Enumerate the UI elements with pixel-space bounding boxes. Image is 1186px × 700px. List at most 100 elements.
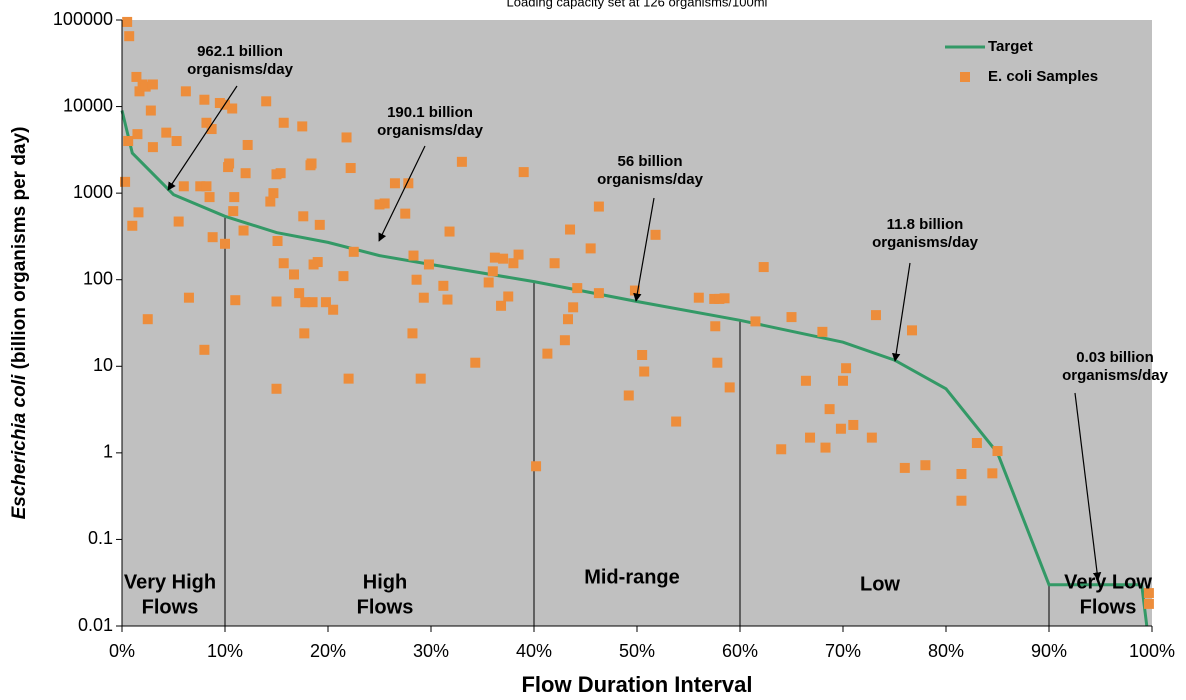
sample-point bbox=[338, 271, 349, 282]
y-axis-title-italic: Escherichia coli bbox=[9, 374, 30, 519]
sample-point bbox=[758, 262, 769, 273]
sample-point bbox=[565, 224, 576, 235]
zone-label: Mid-range bbox=[584, 566, 680, 588]
sample-point bbox=[719, 293, 730, 304]
y-tick-label: 0.1 bbox=[88, 528, 113, 548]
sample-point bbox=[423, 259, 434, 270]
sample-point bbox=[201, 117, 212, 128]
sample-point bbox=[400, 208, 411, 219]
sample-point bbox=[131, 71, 142, 82]
sample-point bbox=[408, 250, 419, 261]
sample-point bbox=[712, 357, 723, 368]
x-tick-label: 80% bbox=[928, 641, 964, 661]
sample-point bbox=[498, 253, 509, 264]
sample-point bbox=[214, 97, 225, 108]
sample-point bbox=[637, 350, 648, 361]
sample-point bbox=[134, 86, 145, 97]
sample-point bbox=[593, 201, 604, 212]
x-tick-label: 0% bbox=[109, 641, 135, 661]
sample-point bbox=[750, 316, 761, 327]
sample-point bbox=[820, 442, 831, 453]
x-tick-label: 100% bbox=[1129, 641, 1175, 661]
sample-point bbox=[348, 246, 359, 257]
sample-point bbox=[298, 211, 309, 222]
sample-point bbox=[238, 225, 249, 236]
sample-point bbox=[442, 294, 453, 305]
sample-point bbox=[835, 423, 846, 434]
sample-point bbox=[776, 444, 787, 455]
sample-point bbox=[297, 121, 308, 132]
sample-point bbox=[866, 432, 877, 443]
sample-point bbox=[709, 293, 720, 304]
sample-point bbox=[805, 432, 816, 443]
sample-point bbox=[542, 348, 553, 359]
x-tick-label: 60% bbox=[722, 641, 758, 661]
y-tick-label: 0.01 bbox=[78, 615, 113, 635]
sample-point bbox=[314, 219, 325, 230]
zone-label: Flows bbox=[1080, 596, 1137, 618]
sample-point bbox=[650, 229, 661, 240]
sample-point bbox=[195, 181, 206, 192]
legend-label: Target bbox=[988, 38, 1033, 55]
zone-label: Flows bbox=[142, 596, 199, 618]
x-tick-label: 40% bbox=[516, 641, 552, 661]
sample-point bbox=[379, 198, 390, 209]
sample-point bbox=[374, 199, 385, 210]
zone-label: High bbox=[363, 571, 407, 593]
x-tick-label: 30% bbox=[413, 641, 449, 661]
annotation-text: organisms/day bbox=[377, 122, 484, 139]
sample-point bbox=[629, 285, 640, 296]
annotation-text: organisms/day bbox=[1062, 367, 1169, 384]
sample-point bbox=[142, 314, 153, 325]
sample-point bbox=[224, 158, 235, 169]
sample-point bbox=[312, 257, 323, 268]
sample-point bbox=[956, 468, 967, 479]
sample-point bbox=[294, 288, 305, 299]
annotation-arrow bbox=[167, 85, 238, 191]
sample-point bbox=[407, 328, 418, 339]
sample-point bbox=[289, 269, 300, 280]
sample-point bbox=[518, 167, 529, 178]
sample-point bbox=[183, 292, 194, 303]
sample-point bbox=[261, 96, 272, 107]
target-line bbox=[120, 110, 1149, 627]
sample-point bbox=[300, 297, 311, 308]
sample-point bbox=[531, 461, 542, 472]
annotation-text: organisms/day bbox=[872, 234, 979, 251]
chart-subtitle: Loading capacity set at 126 organisms/10… bbox=[507, 0, 768, 9]
sample-point bbox=[171, 136, 182, 147]
sample-point bbox=[800, 375, 811, 386]
sample-point bbox=[328, 304, 339, 315]
sample-point bbox=[483, 277, 494, 288]
sample-point bbox=[503, 291, 514, 302]
sample-point bbox=[411, 274, 422, 285]
sample-point bbox=[147, 142, 158, 153]
y-tick-label: 10 bbox=[93, 355, 113, 375]
annotation-text: 56 billion bbox=[617, 153, 682, 170]
annotation-arrow bbox=[378, 145, 426, 242]
sample-point bbox=[848, 419, 859, 430]
sample-point bbox=[920, 460, 931, 471]
sample-point bbox=[487, 266, 498, 277]
y-tick-label: 100 bbox=[83, 268, 113, 288]
sample-point bbox=[343, 373, 354, 384]
sample-point bbox=[133, 207, 144, 218]
sample-point bbox=[444, 226, 455, 237]
sample-point bbox=[838, 375, 848, 386]
y-axis-title-rest: (billion organisms per day) bbox=[9, 127, 30, 375]
sample-point bbox=[140, 81, 151, 92]
sample-point bbox=[562, 314, 573, 325]
sample-point bbox=[207, 232, 218, 243]
sample-point bbox=[132, 129, 143, 140]
sample-point bbox=[992, 446, 1003, 457]
sample-point bbox=[824, 404, 835, 415]
sample-point bbox=[817, 326, 828, 337]
annotation-text: 190.1 billion bbox=[387, 104, 473, 121]
annotation-arrow bbox=[891, 262, 911, 362]
sample-point bbox=[415, 373, 426, 384]
y-tick-label: 1000 bbox=[73, 182, 113, 202]
sample-point bbox=[204, 192, 215, 203]
sample-point bbox=[173, 216, 184, 227]
sample-point bbox=[147, 79, 158, 90]
